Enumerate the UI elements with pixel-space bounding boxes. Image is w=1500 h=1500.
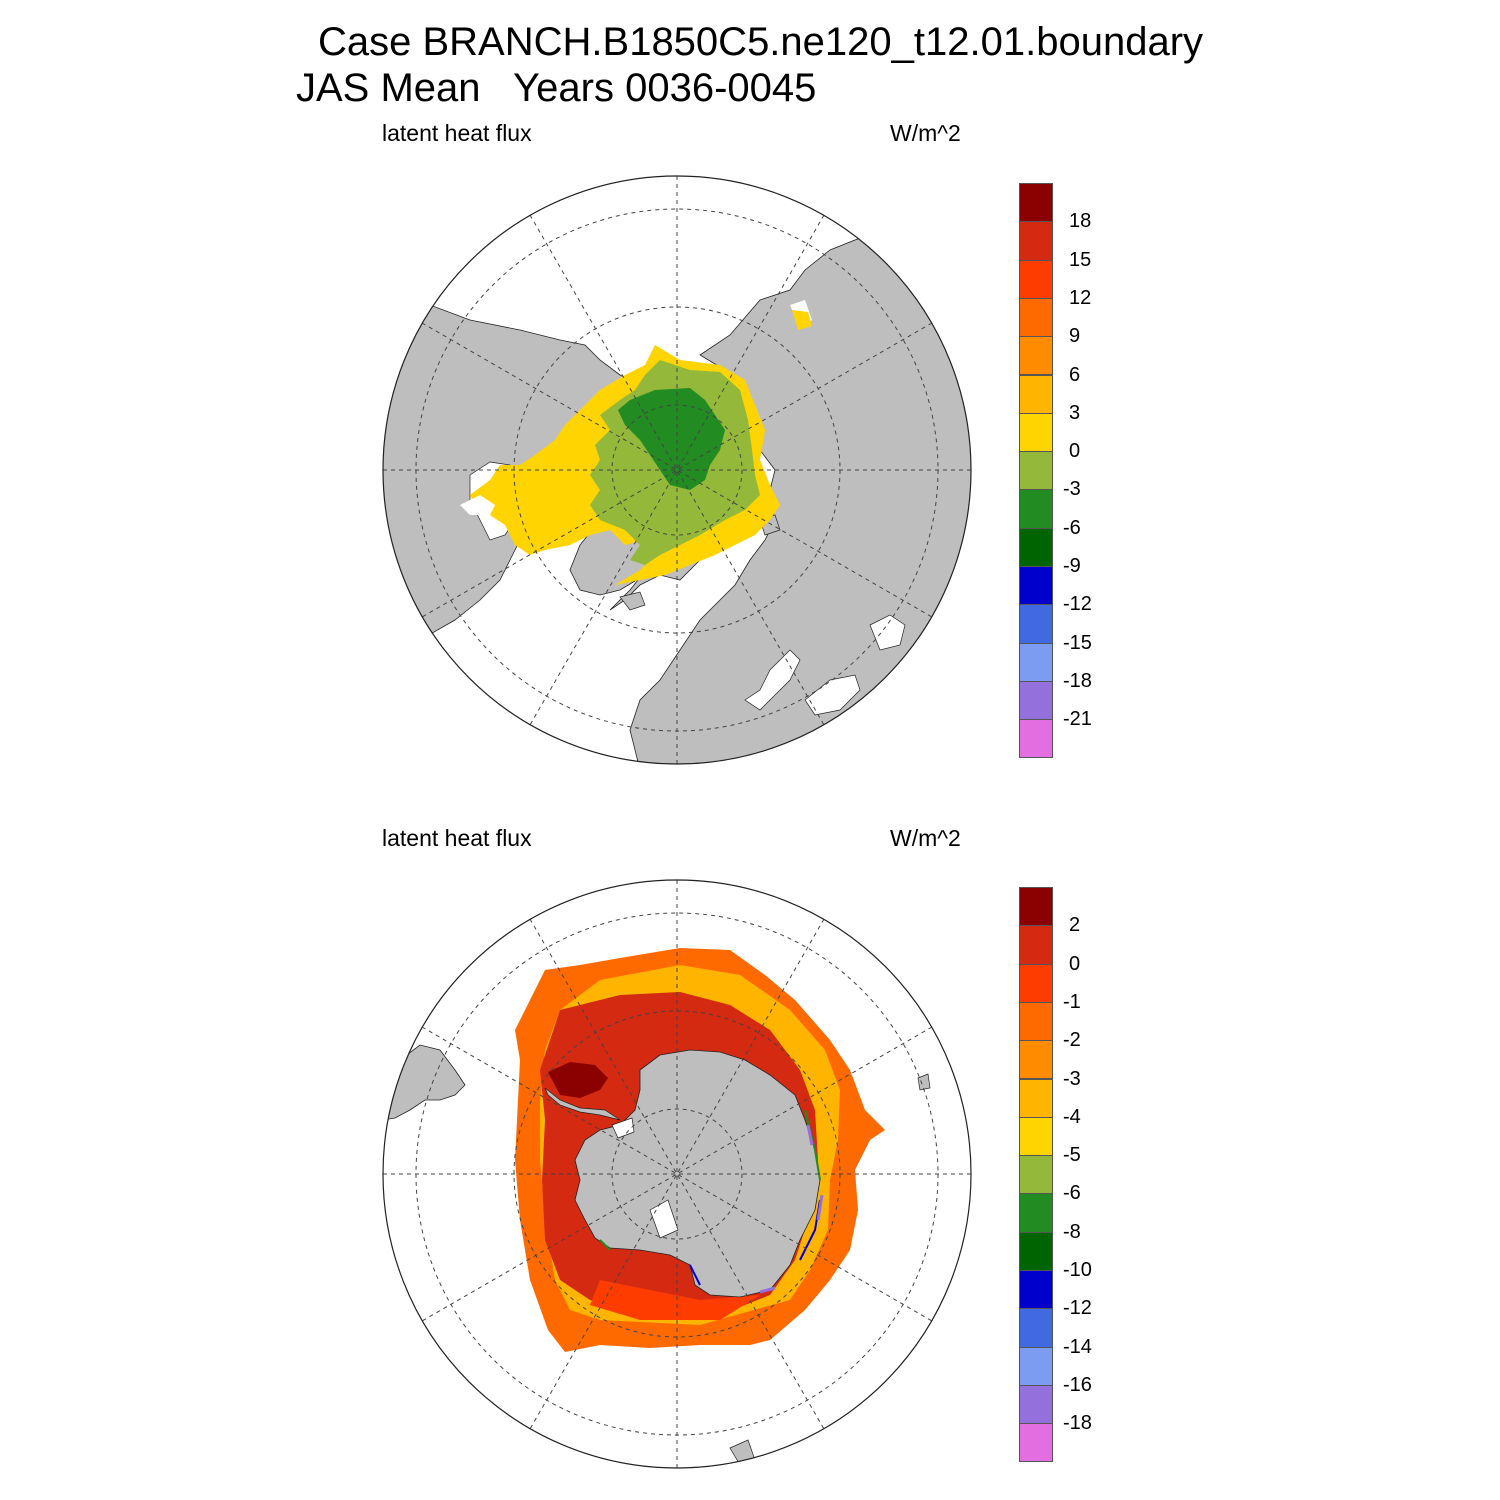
- colorbar-swatch: [1019, 887, 1053, 927]
- colorbar-swatch: [1019, 566, 1053, 606]
- colorbar-tick-label: -12: [1063, 593, 1092, 616]
- colorbar-swatch: [1019, 183, 1053, 223]
- colorbar-swatch: [1019, 1001, 1053, 1042]
- colorbar-tick-label: -8: [1063, 1220, 1081, 1243]
- colorbar-swatch: [1019, 221, 1053, 261]
- colorbar-tick-label: -6: [1063, 1182, 1081, 1205]
- colorbar-swatch: [1019, 297, 1053, 338]
- colorbar-swatch: [1019, 1423, 1053, 1463]
- colorbar-swatch: [1019, 1078, 1053, 1118]
- colorbar-swatch: [1019, 489, 1053, 529]
- antarctic-variable-label: latent heat flux: [382, 825, 532, 851]
- colorbar-swatch: [1019, 925, 1053, 965]
- colorbar-swatch: [1019, 604, 1053, 644]
- colorbar-swatch: [1019, 1384, 1053, 1425]
- colorbar-tick-label: -14: [1063, 1335, 1092, 1358]
- arctic-map: [382, 175, 972, 765]
- colorbar-swatch: [1019, 451, 1053, 491]
- colorbar-tick-label: -9: [1063, 555, 1081, 577]
- colorbar-tick-label: 12: [1069, 286, 1092, 309]
- colorbar-swatch: [1019, 1155, 1053, 1195]
- colorbar-tick-label: -21: [1063, 708, 1092, 731]
- arctic-variable-label: latent heat flux: [382, 120, 532, 146]
- colorbar-tick-label: 18: [1069, 210, 1092, 233]
- colorbar-swatch: [1019, 719, 1053, 759]
- colorbar-swatch: [1019, 336, 1053, 376]
- colorbar-swatch: [1019, 963, 1053, 1003]
- colorbar-swatch: [1019, 1231, 1053, 1271]
- colorbar-swatch: [1019, 1308, 1053, 1348]
- colorbar-swatch: [1019, 527, 1053, 567]
- colorbar-swatch: [1019, 259, 1053, 299]
- weddell-sea-maximum: [548, 1062, 608, 1098]
- colorbar-swatch: [1019, 1270, 1053, 1310]
- colorbar-swatch: [1019, 1346, 1053, 1386]
- colorbar-tick-label: -5: [1063, 1144, 1081, 1167]
- colorbar-swatch: [1019, 1040, 1053, 1080]
- colorbar-tick-label: -16: [1063, 1373, 1092, 1396]
- figure-title-line2: JAS Mean Years 0036-0045: [296, 66, 817, 110]
- colorbar-tick-label: -18: [1063, 669, 1092, 692]
- colorbar-tick-label: 9: [1069, 325, 1081, 348]
- colorbar-tick-label: -1: [1063, 990, 1081, 1013]
- figure-title-line1: Case BRANCH.B1850C5.ne120_t12.01.boundar…: [318, 20, 1204, 64]
- colorbar-swatch: [1019, 374, 1053, 414]
- colorbar-swatch: [1019, 412, 1053, 453]
- colorbar-tick-label: -6: [1063, 516, 1081, 539]
- colorbar-tick-label: -10: [1063, 1259, 1092, 1281]
- antarctic-map: [382, 879, 972, 1469]
- colorbar-swatch: [1019, 642, 1053, 682]
- colorbar-tick-label: 6: [1069, 363, 1081, 386]
- antarctic-units-label: W/m^2: [890, 825, 961, 851]
- colorbar-tick-label: 0: [1069, 952, 1081, 975]
- colorbar-swatch: [1019, 1193, 1053, 1233]
- colorbar-tick-label: -3: [1063, 1067, 1081, 1090]
- colorbar-tick-label: -3: [1063, 478, 1081, 501]
- colorbar-tick-label: -4: [1063, 1105, 1081, 1128]
- colorbar-tick-label: -2: [1063, 1029, 1081, 1052]
- colorbar-tick-label: 15: [1069, 248, 1092, 271]
- colorbar-tick-label: 0: [1069, 440, 1081, 463]
- colorbar-tick-label: -12: [1063, 1297, 1092, 1320]
- colorbar-swatch: [1019, 1116, 1053, 1157]
- colorbar-tick-label: -15: [1063, 631, 1092, 654]
- colorbar-tick-label: 2: [1069, 914, 1081, 937]
- colorbar-tick-label: 3: [1069, 401, 1081, 424]
- colorbar-tick-label: -18: [1063, 1412, 1092, 1435]
- arctic-units-label: W/m^2: [890, 120, 961, 146]
- colorbar-swatch: [1019, 680, 1053, 721]
